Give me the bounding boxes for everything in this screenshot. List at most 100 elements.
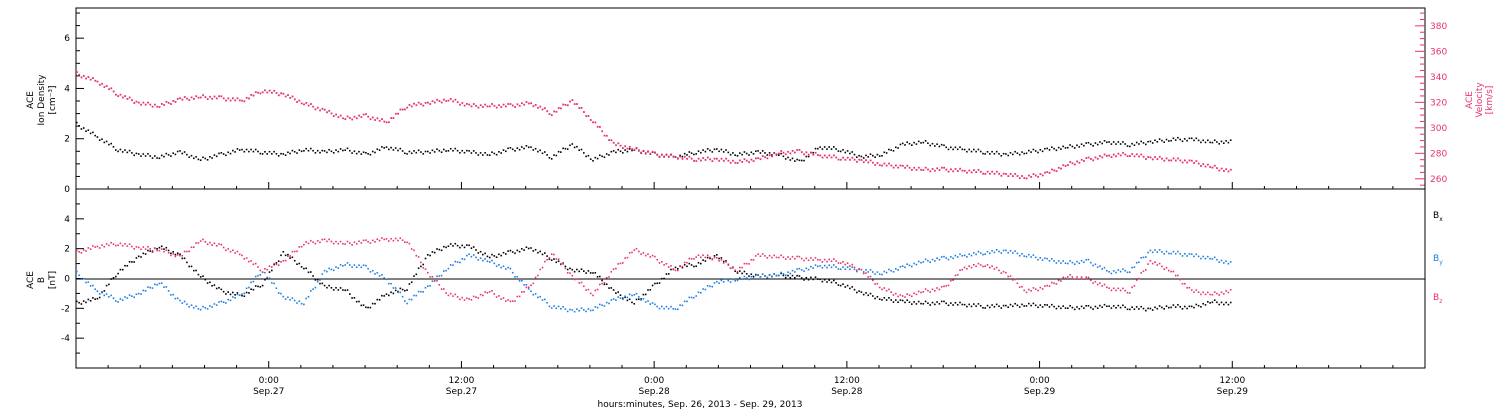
bx-point xyxy=(151,251,154,253)
by-point xyxy=(172,293,174,296)
bx-point xyxy=(500,254,502,257)
velocity-point xyxy=(605,134,608,137)
by-point xyxy=(500,266,502,269)
bx-point xyxy=(1048,306,1051,308)
x-tick-date-label: Sep.28 xyxy=(831,387,863,397)
bz-point xyxy=(1053,282,1055,285)
density-point xyxy=(892,150,895,152)
velocity-point xyxy=(833,154,835,157)
velocity-point xyxy=(713,157,716,160)
bz-point xyxy=(1209,293,1211,296)
velocity-point xyxy=(525,101,528,103)
bz-point xyxy=(415,254,418,257)
density-point xyxy=(1140,140,1142,143)
by-point xyxy=(1096,266,1099,268)
bz-point xyxy=(890,291,892,293)
bx-point xyxy=(87,298,90,301)
bx-point xyxy=(1083,307,1085,309)
density-point xyxy=(346,147,349,150)
velocity-point xyxy=(571,99,574,101)
bx-point xyxy=(780,272,782,275)
density-point xyxy=(222,153,225,155)
density-point xyxy=(1168,140,1170,142)
velocity-point xyxy=(672,155,675,158)
by-point xyxy=(410,298,413,301)
bz-point xyxy=(103,245,106,248)
velocity-point xyxy=(388,121,390,124)
bz-point xyxy=(638,250,640,253)
bz-point xyxy=(830,260,833,263)
velocity-point xyxy=(1193,162,1195,164)
bz-point xyxy=(142,246,145,248)
density-point xyxy=(98,139,101,141)
bx-point xyxy=(521,248,523,250)
bx-point xyxy=(1057,305,1060,308)
velocity-point xyxy=(470,105,473,108)
bz-point xyxy=(199,240,202,242)
velocity-point xyxy=(1034,174,1037,177)
bz-point xyxy=(635,247,638,250)
by-point xyxy=(305,297,307,300)
density-point xyxy=(846,150,849,152)
by-point xyxy=(149,286,151,289)
velocity-point xyxy=(892,166,895,169)
bz-point xyxy=(537,274,539,277)
velocity-point xyxy=(1156,158,1159,160)
bz-point xyxy=(1096,283,1099,286)
density-point xyxy=(1055,149,1058,152)
by-point xyxy=(862,271,865,273)
bx-point xyxy=(121,268,124,271)
bz-point xyxy=(241,254,243,257)
by-point xyxy=(509,267,512,270)
velocity-point xyxy=(300,102,303,105)
velocity-point xyxy=(80,76,83,79)
bz-point xyxy=(670,265,672,267)
bz-point xyxy=(803,259,805,262)
velocity-point xyxy=(206,98,209,100)
density-point xyxy=(328,148,330,151)
density-point xyxy=(858,154,860,157)
bx-point xyxy=(952,304,954,306)
bz-point xyxy=(378,239,381,242)
bz-point xyxy=(924,288,927,290)
velocity-point xyxy=(351,118,354,121)
by-point xyxy=(826,266,828,269)
bx-point xyxy=(784,276,787,279)
density-point xyxy=(819,146,821,148)
density-point xyxy=(791,157,794,160)
by-point xyxy=(1021,253,1023,255)
velocity-point xyxy=(401,108,404,111)
bx-point xyxy=(420,265,422,268)
velocity-point xyxy=(181,98,184,101)
bz-point xyxy=(970,266,973,269)
density-point xyxy=(617,148,619,151)
top-left-tick-label: 4 xyxy=(64,84,70,94)
velocity-point xyxy=(1188,159,1191,162)
by-point xyxy=(787,271,789,273)
bx-point xyxy=(1190,305,1193,308)
velocity-point xyxy=(422,104,425,107)
bz-point xyxy=(420,261,422,264)
density-point xyxy=(862,157,865,159)
velocity-point xyxy=(1117,152,1120,155)
density-point xyxy=(961,148,964,151)
density-point xyxy=(124,149,126,151)
velocity-point xyxy=(1094,156,1097,159)
velocity-point xyxy=(316,106,319,109)
velocity-point xyxy=(638,149,640,152)
bz-point xyxy=(991,265,993,267)
density-point xyxy=(158,157,161,160)
bx-point xyxy=(544,252,546,254)
by-point xyxy=(1000,252,1003,254)
density-point xyxy=(959,146,961,148)
bx-point xyxy=(1174,306,1177,308)
density-point xyxy=(954,146,957,149)
bx-point xyxy=(1223,303,1225,306)
by-point xyxy=(1209,257,1211,260)
bz-point xyxy=(667,266,670,268)
bx-point xyxy=(743,270,746,273)
bx-point xyxy=(1172,304,1175,306)
velocity-point xyxy=(1225,168,1228,171)
bz-point xyxy=(589,292,592,295)
bz-point xyxy=(1200,293,1202,296)
